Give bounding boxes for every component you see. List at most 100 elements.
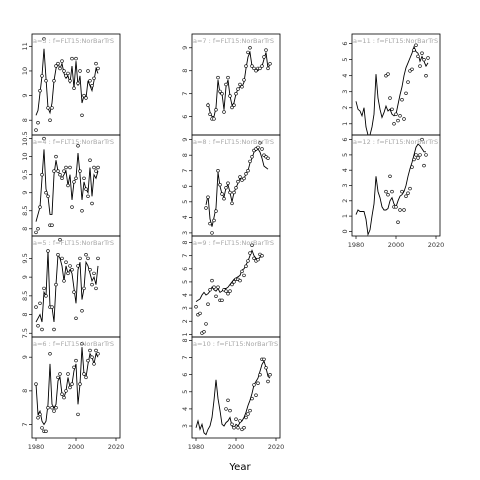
- y-tick-label: 8.5: [21, 291, 29, 301]
- data-point: [258, 373, 262, 377]
- data-point: [90, 83, 94, 88]
- data-point: [84, 96, 88, 100]
- data-point: [56, 375, 60, 380]
- data-point: [36, 416, 40, 420]
- data-point: [86, 194, 90, 199]
- data-point: [94, 286, 98, 291]
- data-point: [238, 419, 242, 423]
- data-point: [228, 94, 232, 98]
- data-point: [46, 194, 50, 199]
- data-point: [250, 155, 254, 159]
- data-point: [252, 383, 256, 387]
- data-point: [250, 396, 254, 401]
- data-point: [220, 298, 224, 302]
- data-point: [94, 61, 98, 66]
- data-point: [214, 209, 218, 213]
- data-point: [94, 169, 98, 173]
- data-point: [74, 56, 78, 61]
- x-tick-label: 2000: [228, 443, 245, 451]
- series-line: [35, 149, 99, 222]
- data-point: [42, 286, 46, 291]
- data-point: [84, 187, 88, 191]
- data-point: [60, 59, 64, 63]
- data-point: [90, 355, 94, 359]
- y-tick-label: 4: [341, 74, 349, 78]
- y-tick-label: 6: [341, 138, 349, 142]
- y-tick-label: 9: [21, 191, 29, 195]
- data-point: [36, 324, 40, 328]
- data-point: [58, 372, 62, 376]
- data-point: [40, 327, 44, 332]
- data-point: [60, 392, 64, 396]
- y-tick-label: 4: [181, 293, 189, 297]
- y-tick-label: 6: [181, 115, 189, 119]
- y-tick-label: 1: [341, 214, 349, 218]
- data-point: [214, 108, 218, 112]
- y-tick-label: 8: [21, 118, 29, 122]
- data-point: [402, 117, 406, 121]
- data-point: [194, 305, 198, 309]
- data-point: [202, 330, 206, 334]
- data-point: [96, 165, 100, 170]
- data-point: [80, 209, 84, 213]
- data-point: [70, 382, 74, 386]
- data-point: [236, 426, 240, 430]
- data-point: [74, 316, 78, 320]
- data-point: [256, 381, 260, 385]
- data-point: [268, 373, 272, 377]
- data-point: [250, 243, 254, 247]
- data-point: [52, 409, 56, 413]
- y-tick-label: 8: [181, 69, 189, 73]
- data-point: [92, 271, 96, 276]
- data-point: [248, 251, 252, 255]
- panel-frame: [31, 235, 121, 338]
- data-point: [72, 290, 76, 294]
- data-point: [226, 398, 230, 402]
- data-point: [246, 259, 250, 263]
- data-point: [88, 348, 92, 353]
- y-tick-label: 5: [341, 153, 349, 157]
- y-tick-label: 0: [341, 229, 349, 233]
- y-tick-label: 10: [21, 67, 29, 75]
- data-point: [228, 190, 232, 195]
- data-point: [244, 64, 248, 68]
- y-tick-label: 4: [181, 407, 189, 411]
- data-point: [70, 268, 74, 272]
- data-point: [76, 412, 80, 417]
- data-point: [84, 253, 88, 257]
- panel-6: a=6 : f=FLT15:NorBarTrS 7 8 9 1980 2000 2020: [21, 336, 124, 451]
- data-point: [242, 273, 246, 278]
- y-tick-label: 3: [341, 183, 349, 187]
- y-tick-label: 8.5: [21, 206, 29, 216]
- data-point: [212, 117, 216, 121]
- panel-title: a=8 : f=FLT15:NorBarTrS: [193, 138, 274, 146]
- data-point: [398, 208, 402, 212]
- panel-9: a=9 : f=FLT15:NorBarTrS 1 2 3 4 5 6 7 8: [181, 235, 281, 338]
- data-point: [240, 85, 244, 89]
- data-point: [96, 256, 100, 261]
- data-point: [40, 426, 44, 430]
- data-point: [406, 191, 410, 195]
- data-point: [396, 220, 400, 224]
- data-point: [76, 264, 80, 268]
- data-point: [224, 186, 228, 190]
- data-point: [208, 288, 212, 292]
- data-point: [92, 362, 96, 366]
- y-tick-label: 8: [181, 240, 189, 244]
- y-tick-label: 5: [341, 58, 349, 62]
- data-point: [258, 141, 262, 145]
- data-point: [268, 62, 272, 66]
- y-tick-label: 9.5: [21, 170, 29, 180]
- data-point: [266, 379, 270, 384]
- data-point: [416, 54, 420, 59]
- y-tick-label: 7: [21, 422, 29, 426]
- y-tick-label: 8: [181, 153, 189, 157]
- y-tick-label: 2: [181, 319, 189, 323]
- data-point: [80, 309, 84, 313]
- data-point: [252, 66, 256, 71]
- data-point: [38, 301, 42, 305]
- data-point: [246, 412, 250, 416]
- data-point: [392, 122, 396, 126]
- y-tick-label: 3: [341, 90, 349, 94]
